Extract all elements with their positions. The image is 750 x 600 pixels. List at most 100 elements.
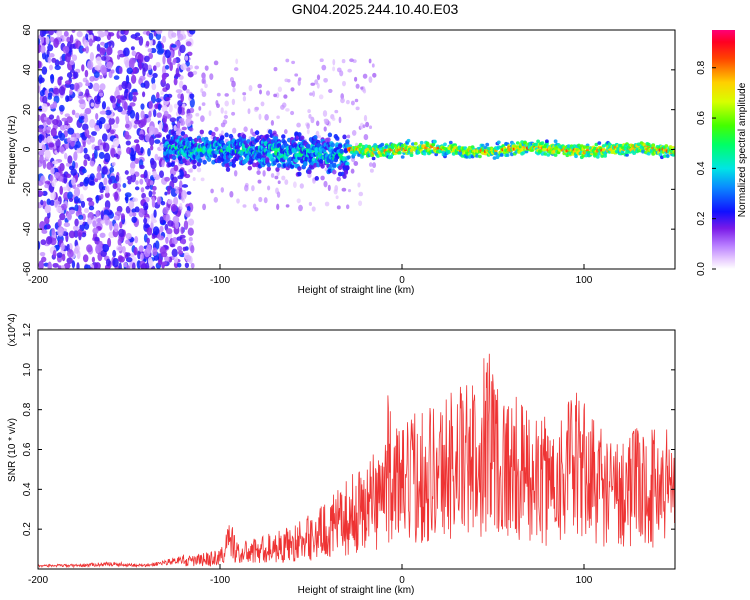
spectrogram-cell	[316, 74, 321, 81]
spectrogram-cell	[119, 221, 123, 229]
spectrogram-cell	[99, 144, 104, 151]
spectrogram-cell	[120, 34, 127, 43]
spectrogram-cell	[89, 160, 95, 167]
spectrogram-cell	[110, 95, 116, 104]
spectrogram-cell	[44, 204, 52, 214]
spectrogram-cell	[204, 83, 208, 89]
spectrogram-cell	[100, 220, 105, 224]
spectrogram-cell	[40, 35, 45, 44]
spectrogram-cell	[49, 104, 55, 110]
spectrogram-cell	[257, 83, 263, 89]
spectrogram-cell	[74, 218, 79, 227]
spectrogram-cell	[87, 60, 94, 70]
spectrogram-cell	[99, 232, 106, 238]
spectrogram-cell	[174, 186, 179, 190]
spectrogram-cell	[297, 171, 302, 177]
spectrogram-cell	[248, 84, 253, 92]
spectrogram-cell	[384, 145, 389, 149]
spectrogram-cell	[190, 262, 195, 269]
spectrogram-cell	[120, 110, 128, 115]
spectrogram-cell	[38, 260, 44, 269]
spectrogram-cell	[187, 218, 195, 226]
spectrogram-cell	[182, 103, 186, 108]
spectrogram-cell	[164, 256, 170, 262]
spectrogram-cell	[411, 142, 415, 146]
x-tick-label: 100	[576, 575, 593, 586]
spectrogram-cell	[189, 30, 196, 35]
spectrogram-cell	[167, 185, 171, 195]
spectrogram-cell	[103, 209, 110, 216]
spectrogram-cell	[268, 129, 273, 135]
spectrogram-cell	[201, 102, 206, 106]
spectrogram-cell	[57, 265, 62, 269]
spectrogram-cell	[107, 237, 112, 248]
y-tick-label: 0	[22, 146, 33, 152]
spectrogram-cell	[200, 115, 205, 122]
spectrogram-cell	[149, 135, 155, 146]
spectrogram-cell	[347, 188, 352, 193]
spectrogram-cell	[108, 117, 115, 125]
spectrogram-cell	[94, 64, 101, 71]
spectrogram-cell	[186, 89, 190, 94]
spectrogram-cell	[339, 70, 344, 77]
spectrogram-cell	[130, 74, 137, 84]
spectrogram-cell	[123, 89, 128, 99]
spectrogram-cell	[131, 50, 137, 57]
spectrogram-cell	[515, 141, 520, 145]
spectrogram-cell	[297, 79, 301, 86]
spectrogram-cell	[65, 173, 72, 179]
spectrogram-cell	[342, 174, 347, 179]
spectrogram-cell	[135, 111, 140, 122]
spectrogram-cell	[153, 209, 157, 218]
spectrogram-cell	[66, 72, 73, 79]
spectrogram-cell	[101, 166, 108, 175]
spectrogram-cell	[521, 151, 526, 155]
spectrogram-cell	[166, 134, 171, 140]
spectrogram-cell	[79, 181, 84, 187]
spectrogram-cell	[179, 170, 184, 178]
spectrogram-cell	[566, 144, 571, 148]
spectrogram-cell	[164, 176, 170, 182]
spectrogram-cell	[229, 191, 234, 198]
spectrogram-cell	[47, 261, 52, 269]
y-tick-label: 60	[22, 24, 33, 36]
spectrogram-cell	[343, 148, 349, 154]
y-tick-label: 1.0	[22, 362, 33, 376]
spectrogram-cell	[179, 44, 186, 54]
spectrogram-cell	[372, 162, 377, 169]
spectrogram-cell	[215, 100, 219, 106]
spectrogram-cell	[55, 200, 60, 205]
spectrogram-cell	[90, 102, 95, 107]
spectrogram-cell	[94, 178, 98, 183]
spectrogram-cell	[132, 95, 137, 102]
spectrogram-cell	[128, 91, 133, 102]
spectrogram-cell	[41, 256, 47, 263]
spectrogram-cell	[258, 196, 263, 203]
spectrogram-cell	[180, 120, 186, 126]
spectrogram-cell	[213, 60, 219, 66]
spectrogram-cell	[144, 169, 148, 179]
spectrogram-cell	[150, 221, 154, 231]
spectrogram-cell	[121, 245, 126, 254]
spectrogram-cell	[319, 58, 324, 63]
spectrogram-cell	[113, 222, 119, 233]
spectrogram-cell	[124, 130, 130, 140]
spectrogram-cell	[117, 246, 124, 251]
spectrogram-cell	[120, 213, 126, 220]
spectrogram-cell	[122, 182, 127, 189]
spectrogram-cell	[76, 31, 83, 38]
spectrogram-cell	[157, 235, 165, 241]
spectrogram-cell	[98, 120, 103, 130]
spectrogram-cell	[594, 142, 599, 147]
spectrogram-cell	[492, 156, 497, 160]
spectrogram-cell	[104, 185, 110, 194]
spectrogram-cell	[180, 226, 185, 235]
spectrogram-cell	[306, 128, 310, 135]
spectrogram-cell	[79, 91, 83, 96]
spectrogram-cell	[125, 114, 129, 122]
spectrogram-cell	[152, 185, 157, 191]
spectrogram-cell	[310, 82, 316, 86]
spectrogram-cell	[112, 137, 120, 148]
spectrogram-cell	[50, 127, 57, 137]
spectrogram-cell	[510, 152, 514, 157]
